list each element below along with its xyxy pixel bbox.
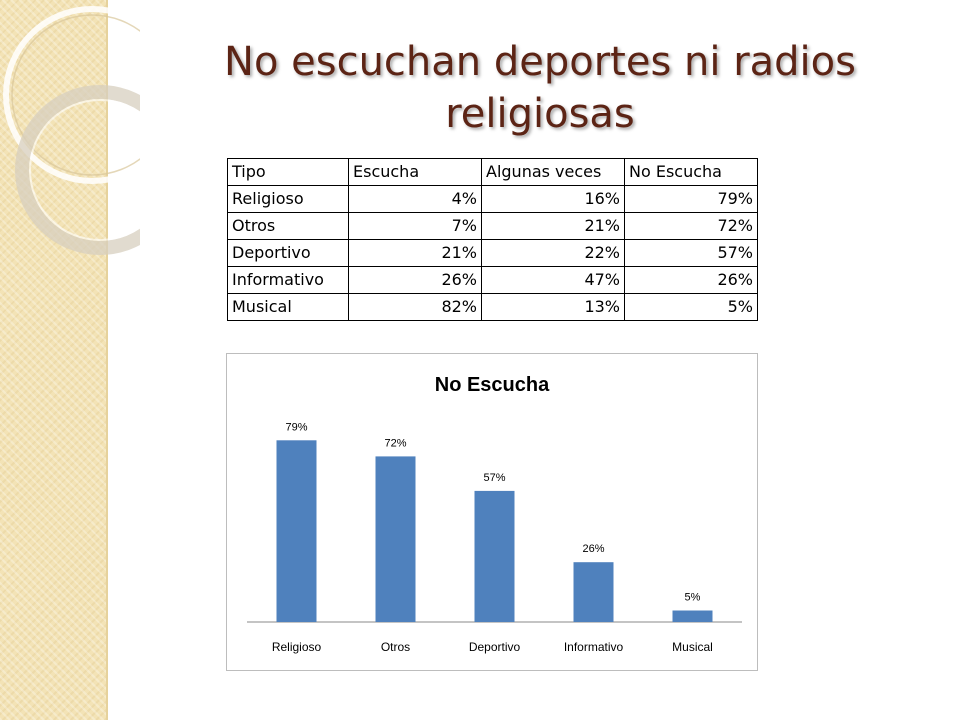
table-cell: Otros (227, 212, 349, 240)
data-label-informativo: 26% (582, 543, 604, 555)
bar-chart: No Escucha 79% Religioso 72% Otros 57% Deport… (226, 353, 758, 671)
table-row: Informativo 26% 47% 26% (227, 266, 758, 294)
table-cell: 7% (348, 212, 482, 240)
table-cell: 72% (624, 212, 758, 240)
chart-bar-religioso (276, 440, 317, 622)
x-tick-label-religioso: Religioso (272, 640, 322, 654)
data-label-deportivo: 57% (483, 472, 505, 484)
chart-bar-otros (375, 456, 416, 622)
decorative-circles (3, 6, 140, 255)
table-cell: 13% (481, 293, 625, 321)
table-header-cell: Algunas veces (481, 158, 625, 186)
x-tick-label-deportivo: Deportivo (469, 640, 521, 654)
table-row: Musical 82% 13% 5% (227, 293, 758, 321)
chart-bar-informativo (573, 562, 614, 622)
table-cell: 57% (624, 239, 758, 267)
table-cell: Musical (227, 293, 349, 321)
table-cell: Informativo (227, 266, 349, 294)
table-row: Deportivo 21% 22% 57% (227, 239, 758, 267)
data-label-otros: 72% (384, 437, 406, 449)
bar-chart-svg: No Escucha 79% Religioso 72% Otros 57% Deport… (247, 374, 742, 654)
table-cell: Religioso (227, 185, 349, 213)
chart-bar-deportivo (474, 490, 515, 622)
x-tick-label-informativo: Informativo (564, 640, 624, 654)
data-label-religioso: 79% (285, 421, 307, 433)
table-cell: 47% (481, 266, 625, 294)
table-cell: 79% (624, 185, 758, 213)
table-cell: 26% (624, 266, 758, 294)
table-cell: 21% (348, 239, 482, 267)
table-header-row: Tipo Escucha Algunas veces No Escucha (227, 158, 758, 186)
table-row: Religioso 4% 16% 79% (227, 185, 758, 213)
table-cell: 21% (481, 212, 625, 240)
data-label-musical: 5% (685, 592, 701, 604)
table-cell: 26% (348, 266, 482, 294)
table-header-cell: Tipo (227, 158, 349, 186)
data-table: Tipo Escucha Algunas veces No Escucha Re… (227, 158, 758, 321)
page-title: No escuchan deportes ni radios religiosa… (224, 39, 856, 137)
table-cell: Deportivo (227, 239, 349, 267)
decorative-sidebar (0, 0, 108, 720)
table-cell: 22% (481, 239, 625, 267)
chart-bar-musical (672, 610, 713, 622)
table-header-cell: No Escucha (624, 158, 758, 186)
table-cell: 16% (481, 185, 625, 213)
table-header-cell: Escucha (348, 158, 482, 186)
x-tick-label-otros: Otros (381, 640, 410, 654)
table-cell: 5% (624, 293, 758, 321)
table-cell: 82% (348, 293, 482, 321)
chart-title: No Escucha (435, 374, 550, 396)
x-tick-label-musical: Musical (672, 640, 713, 654)
table-row: Otros 7% 21% 72% (227, 212, 758, 240)
table-cell: 4% (348, 185, 482, 213)
